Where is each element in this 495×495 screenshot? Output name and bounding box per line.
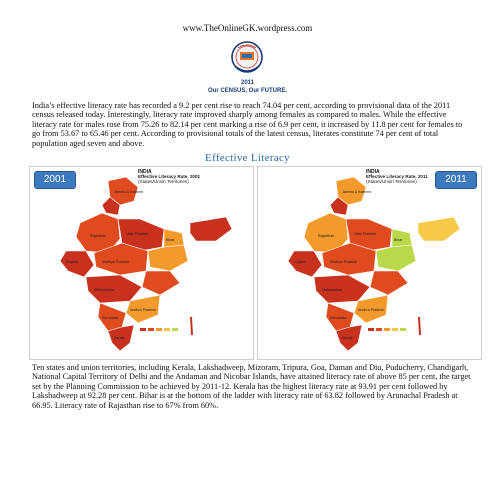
- map-legend: [368, 327, 406, 332]
- svg-text:Rajasthan: Rajasthan: [90, 234, 106, 238]
- map-country-label: INDIA: [138, 169, 152, 175]
- svg-text:Andhra Pradesh: Andhra Pradesh: [358, 308, 384, 312]
- year-badge-2001: 2001: [34, 171, 76, 189]
- svg-text:Bihar: Bihar: [394, 238, 403, 242]
- svg-text:Karnataka: Karnataka: [102, 316, 118, 320]
- svg-text:Maharashtra: Maharashtra: [322, 288, 342, 292]
- svg-text:Jammu & Kashmir: Jammu & Kashmir: [342, 190, 372, 194]
- svg-text:Gujarat: Gujarat: [294, 260, 306, 264]
- census-logo: [231, 41, 263, 73]
- intro-paragraph: India’s effective literacy rate has reco…: [32, 101, 463, 148]
- svg-text:Maharashtra: Maharashtra: [94, 288, 114, 292]
- year-badge-2011: 2011: [435, 171, 477, 189]
- map-title-line2: (States/Union Territories): [138, 179, 189, 185]
- census-tagline: Our CENSUS, Our FUTURE.: [207, 88, 287, 94]
- svg-text:Rajasthan: Rajasthan: [318, 234, 334, 238]
- svg-text:Gujarat: Gujarat: [66, 260, 78, 264]
- map-title: Effective Literacy Rate, 2001 (States/Un…: [138, 174, 200, 185]
- map-legend: [140, 327, 178, 332]
- svg-text:Andhra Pradesh: Andhra Pradesh: [130, 308, 156, 312]
- site-url: www.TheOnlineGK.wordpress.com: [182, 23, 313, 33]
- map-title-line1: Effective Literacy Rate, 2011: [366, 174, 428, 179]
- section-title: Effective Literacy: [205, 152, 290, 164]
- map-title-line2: (States/Union Territories): [366, 179, 417, 185]
- svg-text:Jammu & Kashmir: Jammu & Kashmir: [114, 190, 144, 194]
- svg-text:Uttar Pradesh: Uttar Pradesh: [126, 232, 148, 236]
- map-country-label: INDIA: [366, 169, 380, 175]
- census-year: 2011: [240, 80, 255, 86]
- literacy-map-2001: Jammu & Kashmir Rajasthan Uttar Pradesh …: [29, 166, 254, 360]
- india-map-2011: Jammu & Kashmir Rajasthan Uttar Pradesh …: [287, 176, 461, 352]
- map-title: Effective Literacy Rate, 2011 (States/Un…: [366, 174, 428, 185]
- svg-text:Madhya Pradesh: Madhya Pradesh: [330, 260, 357, 264]
- svg-text:Kerala: Kerala: [114, 336, 124, 340]
- legend-row: [140, 327, 178, 332]
- literacy-map-2011: Jammu & Kashmir Rajasthan Uttar Pradesh …: [257, 166, 482, 360]
- outro-paragraph: Ten states and union territories, includ…: [32, 363, 471, 410]
- svg-text:Bihar: Bihar: [166, 238, 175, 242]
- legend-row: [368, 327, 406, 332]
- map-title-line1: Effective Literacy Rate, 2001: [138, 174, 201, 179]
- svg-text:Uttar Pradesh: Uttar Pradesh: [354, 232, 376, 236]
- svg-text:Kerala: Kerala: [342, 336, 352, 340]
- india-map-2001: Jammu & Kashmir Rajasthan Uttar Pradesh …: [59, 176, 233, 352]
- svg-text:Madhya Pradesh: Madhya Pradesh: [102, 260, 129, 264]
- svg-text:Karnataka: Karnataka: [330, 316, 346, 320]
